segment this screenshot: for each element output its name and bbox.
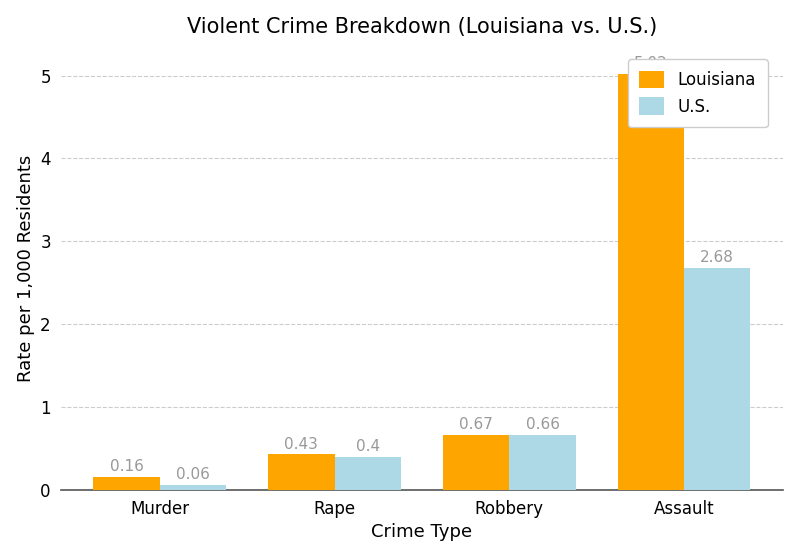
Bar — [160, 485, 226, 490]
Bar — [94, 477, 160, 490]
Title: Violent Crime Breakdown (Louisiana vs. U.S.): Violent Crime Breakdown (Louisiana vs. U… — [187, 17, 657, 37]
Text: 0.66: 0.66 — [526, 417, 559, 432]
X-axis label: Crime Type: Crime Type — [371, 523, 473, 541]
Text: 0.67: 0.67 — [459, 417, 493, 432]
Text: 0.06: 0.06 — [176, 467, 210, 482]
Text: 5.02: 5.02 — [634, 56, 668, 71]
Text: 0.16: 0.16 — [110, 459, 143, 474]
Bar — [510, 435, 576, 490]
Bar — [268, 454, 334, 490]
Legend: Louisiana, U.S.: Louisiana, U.S. — [628, 59, 768, 127]
Bar — [684, 268, 750, 490]
Bar — [443, 435, 510, 490]
Text: 2.68: 2.68 — [700, 250, 734, 265]
Bar — [334, 457, 401, 490]
Y-axis label: Rate per 1,000 Residents: Rate per 1,000 Residents — [17, 155, 34, 382]
Bar — [618, 74, 684, 490]
Text: 0.43: 0.43 — [285, 436, 318, 451]
Text: 0.4: 0.4 — [356, 439, 380, 454]
